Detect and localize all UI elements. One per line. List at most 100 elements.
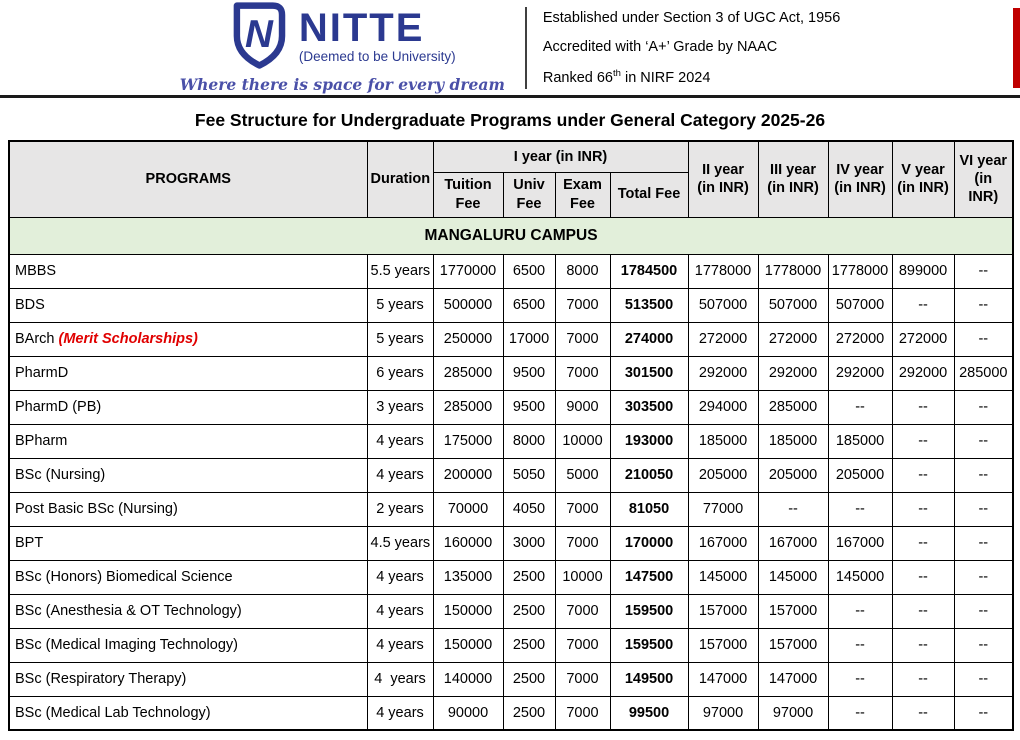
year3-fee-cell: 292000 xyxy=(757,355,829,391)
program-name: BSc (Anesthesia & OT Technology) xyxy=(15,602,242,619)
exam-fee-cell: 7000 xyxy=(554,525,611,561)
year6-fee-cell: -- xyxy=(953,423,1014,459)
year5-fee-cell: -- xyxy=(891,287,955,323)
nitte-logo: N NITTE (Deemed to be University) Where … xyxy=(180,1,505,94)
total-fee-cell: 81050 xyxy=(609,491,689,527)
year2-fee-cell: 294000 xyxy=(687,389,759,425)
program-name: Post Basic BSc (Nursing) xyxy=(15,500,178,517)
nirf-rank-line: Ranked 66th in NIRF 2024 xyxy=(542,67,711,86)
year5-fee-cell: -- xyxy=(891,423,955,459)
fee-table: PROGRAMS Duration I year (in INR) II yea… xyxy=(8,140,1015,731)
program-name: BSc (Medical Lab Technology) xyxy=(15,704,211,721)
tuition-fee-cell: 70000 xyxy=(432,491,504,527)
exam-fee-cell: 9000 xyxy=(554,389,611,425)
year4-fee-cell: -- xyxy=(827,491,893,527)
program-name: BPharm xyxy=(15,432,68,449)
program-name: PharmD xyxy=(15,364,69,381)
tuition-fee-cell: 200000 xyxy=(432,457,504,493)
year5-fee-cell: -- xyxy=(891,593,955,629)
univ-fee-cell: 2500 xyxy=(502,695,556,731)
year6-fee-cell: -- xyxy=(953,491,1014,527)
year2-fee-cell: 1778000 xyxy=(687,253,759,289)
tuition-fee-cell: 135000 xyxy=(432,559,504,595)
year5-fee-cell: -- xyxy=(891,661,955,697)
col-header-year6: VI year (in INR) xyxy=(953,140,1014,218)
duration-cell: 5.5 years xyxy=(366,253,434,289)
program-name: BPT xyxy=(15,534,44,551)
univ-fee-cell: 5050 xyxy=(502,457,556,493)
naac-grade-line: Accredited with ‘A+’ Grade by NAAC xyxy=(542,38,778,55)
year4-fee-cell: 292000 xyxy=(827,355,893,391)
table-row: BSc (Anesthesia & OT Technology) 4 years… xyxy=(8,593,1014,629)
program-cell: BArch (Merit Scholarships) xyxy=(8,321,368,357)
table-row: BSc (Medical Lab Technology) 4 years 900… xyxy=(8,695,1014,731)
year6-fee-cell: 285000 xyxy=(953,355,1014,391)
total-fee-cell: 301500 xyxy=(609,355,689,391)
tuition-fee-cell: 500000 xyxy=(432,287,504,323)
fee-table-body: MANGALURU CAMPUS MBBS 5.5 years 1770000 … xyxy=(8,216,1014,731)
year6-fee-cell: -- xyxy=(953,389,1014,425)
program-note: (Merit Scholarships) xyxy=(58,330,198,347)
total-fee-cell: 274000 xyxy=(609,321,689,357)
year3-fee-cell: 185000 xyxy=(757,423,829,459)
tuition-fee-cell: 250000 xyxy=(432,321,504,357)
univ-fee-cell: 6500 xyxy=(502,287,556,323)
year5-fee-cell: -- xyxy=(891,457,955,493)
total-fee-cell: 159500 xyxy=(609,627,689,663)
exam-fee-cell: 7000 xyxy=(554,287,611,323)
exam-fee-cell: 7000 xyxy=(554,627,611,663)
col-header-year4: IV year (in INR) xyxy=(827,140,893,218)
total-fee-cell: 1784500 xyxy=(609,253,689,289)
year4-fee-cell: 185000 xyxy=(827,423,893,459)
year2-fee-cell: 157000 xyxy=(687,593,759,629)
table-row: PharmD 6 years 285000 9500 7000 301500 2… xyxy=(8,355,1014,391)
univ-fee-cell: 6500 xyxy=(502,253,556,289)
year4-fee-cell: -- xyxy=(827,661,893,697)
year5-fee-cell: 899000 xyxy=(891,253,955,289)
total-fee-cell: 210050 xyxy=(609,457,689,493)
program-cell: MBBS xyxy=(8,253,368,289)
year6-fee-cell: -- xyxy=(953,559,1014,595)
tuition-fee-cell: 285000 xyxy=(432,355,504,391)
red-accent-bar xyxy=(1013,8,1020,88)
year4-fee-cell: -- xyxy=(827,627,893,663)
table-row: BSc (Medical Imaging Technology) 4 years… xyxy=(8,627,1014,663)
table-row: BSc (Respiratory Therapy) 4 years 140000… xyxy=(8,661,1014,697)
year2-fee-cell: 145000 xyxy=(687,559,759,595)
year3-fee-cell: 145000 xyxy=(757,559,829,595)
col-header-univ-fee: Univ Fee xyxy=(502,171,556,218)
univ-fee-cell: 4050 xyxy=(502,491,556,527)
duration-cell: 2 years xyxy=(366,491,434,527)
total-fee-cell: 147500 xyxy=(609,559,689,595)
univ-fee-cell: 17000 xyxy=(502,321,556,357)
total-fee-cell: 170000 xyxy=(609,525,689,561)
program-cell: BDS xyxy=(8,287,368,323)
tuition-fee-cell: 90000 xyxy=(432,695,504,731)
col-header-total-fee: Total Fee xyxy=(609,171,689,218)
year4-fee-cell: -- xyxy=(827,389,893,425)
year3-fee-cell: 167000 xyxy=(757,525,829,561)
table-row: BPharm 4 years 175000 8000 10000 193000 … xyxy=(8,423,1014,459)
duration-cell: 5 years xyxy=(366,321,434,357)
campus-banner: MANGALURU CAMPUS xyxy=(8,216,1014,255)
year2-fee-cell: 157000 xyxy=(687,627,759,663)
table-row: Post Basic BSc (Nursing) 2 years 70000 4… xyxy=(8,491,1014,527)
year6-fee-cell: -- xyxy=(953,695,1014,731)
col-header-year3: III year (in INR) xyxy=(757,140,829,218)
tuition-fee-cell: 1770000 xyxy=(432,253,504,289)
year6-fee-cell: -- xyxy=(953,457,1014,493)
year2-fee-cell: 147000 xyxy=(687,661,759,697)
year5-fee-cell: -- xyxy=(891,559,955,595)
tuition-fee-cell: 285000 xyxy=(432,389,504,425)
year6-fee-cell: -- xyxy=(953,593,1014,629)
program-cell: BSc (Honors) Biomedical Science xyxy=(8,559,368,595)
year3-fee-cell: 272000 xyxy=(757,321,829,357)
program-cell: BSc (Medical Imaging Technology) xyxy=(8,627,368,663)
year6-fee-cell: -- xyxy=(953,321,1014,357)
program-cell: BSc (Anesthesia & OT Technology) xyxy=(8,593,368,629)
year3-fee-cell: 1778000 xyxy=(757,253,829,289)
year2-fee-cell: 272000 xyxy=(687,321,759,357)
col-header-programs: PROGRAMS xyxy=(8,140,368,218)
ugc-act-line: Established under Section 3 of UGC Act, … xyxy=(542,9,841,26)
total-fee-cell: 303500 xyxy=(609,389,689,425)
